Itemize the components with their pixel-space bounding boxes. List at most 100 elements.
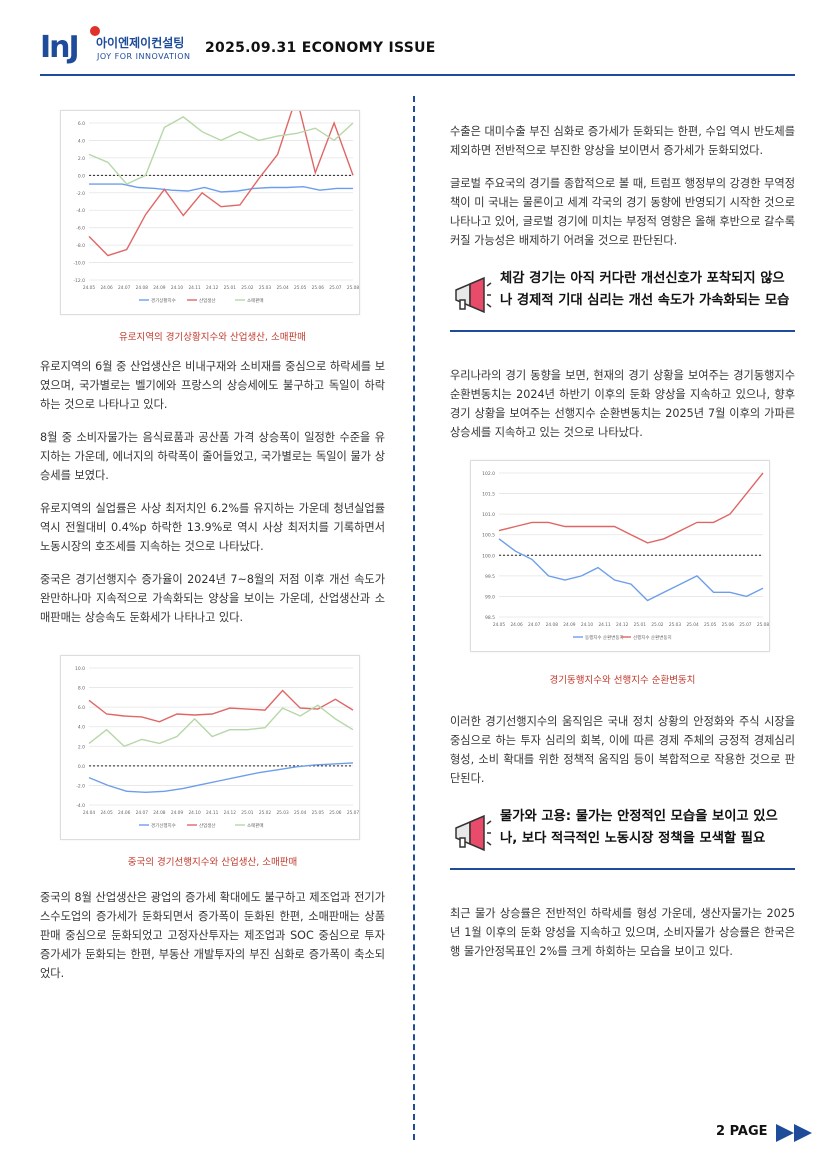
korea-para-1: 우리나라의 경기 동향을 보면, 현재의 경기 상황을 보여주는 경기동행지수 …: [450, 369, 795, 439]
korea-chart-caption: 경기동행지수와 선행지수 순환변동치: [549, 675, 696, 686]
x-tick-label: 24.07: [528, 622, 541, 628]
china-chart-svg: 10.0 8.0 6.0 4.0 2.0 0.0 -2.0 -4.024.04 24.05 24.…: [75, 666, 359, 829]
x-tick-label: 24.10: [188, 810, 201, 816]
y-tick-label: -4.0: [76, 803, 85, 809]
x-tick-label: 25.02: [259, 810, 272, 816]
x-tick-label: 25.05: [294, 285, 307, 291]
y-tick-label: 98.5: [485, 615, 495, 621]
logo-korean: 아이엔제이컨설팅: [96, 36, 185, 50]
legend-label: 경기선행지수: [151, 822, 176, 829]
series-line: [88, 704, 354, 748]
korea-chart-svg: 102.0101.5101.0100.5100.099.599.098.524.…: [482, 471, 769, 641]
y-tick-label: 2.0: [78, 744, 85, 750]
x-tick-label: 25.01: [634, 622, 647, 628]
y-tick-label: 101.5: [482, 492, 495, 498]
section-rule-2: [450, 868, 795, 870]
x-tick-label: 25.07: [329, 285, 342, 291]
global-para: 글로벌 주요국의 경기를 종합적으로 볼 때, 트럼프 행정부의 강경한 무역정…: [450, 177, 795, 247]
y-tick-label: 10.0: [75, 666, 85, 672]
logo-dot: [90, 26, 100, 36]
x-tick-label: 25.04: [294, 810, 307, 816]
y-tick-label: 2.0: [78, 156, 85, 162]
issue-title: 2025.09.31 ECONOMY ISSUE: [205, 40, 436, 56]
y-tick-label: -8.0: [76, 243, 85, 249]
korea-chart: 102.0 101.5 101.0 100.5 100.0 99.5 99.0 98.5 24.…: [470, 460, 770, 652]
legend-label: 동행지수 순환변동치: [585, 634, 624, 641]
x-tick-label: 25.05: [312, 810, 325, 816]
legend-label: 선행지수 순환변동치: [633, 634, 672, 641]
x-tick-label: 24.07: [136, 810, 149, 816]
logo-english: JOY FOR INNOVATION: [97, 52, 191, 61]
section-rule-1: [450, 330, 795, 332]
x-tick-label: 24.05: [83, 285, 96, 291]
logo-mark: InJ: [40, 30, 80, 65]
y-tick-label: -4.0: [76, 208, 85, 214]
x-tick-label: 24.05: [493, 622, 506, 628]
x-tick-label: 24.09: [563, 622, 576, 628]
x-tick-label: 24.07: [118, 285, 131, 291]
x-tick-label: 25.06: [312, 285, 325, 291]
series-line: [88, 762, 354, 794]
euro-para-2: 8월 중 소비자물가는 음식료품과 공산품 가격 상승폭이 일정한 수준을 유지…: [40, 431, 385, 482]
x-tick-label: 24.08: [546, 622, 559, 628]
trade-para: 수출은 대미수출 부진 심화로 증가세가 둔화되는 한편, 수입 역시 반도체를…: [450, 125, 795, 157]
y-tick-label: -6.0: [76, 226, 85, 232]
x-tick-label: 24.12: [616, 622, 629, 628]
y-tick-label: 102.0: [482, 471, 495, 477]
left-column: 6.0 4.0 2.0 0.0 -2.0 -4.0 -6.0 -8.0 -10.0 -12.0 24…: [40, 94, 385, 983]
x-tick-label: 24.08: [153, 810, 166, 816]
x-tick-label: 24.10: [171, 285, 184, 291]
y-tick-label: 100.0: [482, 553, 495, 559]
x-tick-label: 24.12: [224, 810, 237, 816]
x-tick-label: 24.11: [188, 285, 201, 291]
y-tick-label: 8.0: [78, 686, 85, 692]
legend-label: 산업생산: [199, 297, 216, 304]
x-tick-label: 24.06: [100, 285, 113, 291]
china-chart-caption: 중국의 경기선행지수와 산업생산, 소매판매: [127, 857, 298, 868]
euro-chart-svg: 6.04.02.00.0-2.0-4.0-6.0-8.0-10.0-12.024…: [73, 94, 360, 304]
y-tick-label: 6.0: [78, 705, 85, 711]
y-tick-label: -2.0: [76, 191, 85, 197]
x-tick-label: 25.02: [241, 285, 254, 291]
x-tick-label: 24.05: [100, 810, 113, 816]
china-para-2: 중국의 8월 산업생산은 광업의 증가세 확대에도 불구하고 제조업과 전기가스…: [40, 891, 385, 980]
y-tick-label: 0.0: [78, 764, 85, 770]
y-tick-label: 100.5: [482, 533, 495, 539]
page-number: 2 PAGE: [716, 1124, 768, 1139]
china-chart: 10.0 8.0 6.0 4.0 2.0 0.0 -2.0 -4.0 24.04 24.05 24.…: [60, 655, 360, 840]
series-line: [498, 538, 764, 602]
x-tick-label: 24.11: [206, 810, 219, 816]
series-line: [89, 183, 353, 193]
y-tick-label: 6.0: [78, 121, 85, 127]
x-tick-label: 24.06: [118, 810, 131, 816]
x-tick-label: 24.10: [581, 622, 594, 628]
x-tick-label: 25.05: [704, 622, 717, 628]
x-tick-label: 24.11: [598, 622, 611, 628]
y-tick-label: -10.0: [73, 261, 85, 267]
euro-chart: 6.0 4.0 2.0 0.0 -2.0 -4.0 -6.0 -8.0 -10.0 -12.0 24…: [60, 94, 360, 315]
prices-para: 최근 물가 상승률은 전반적인 하락세를 형성 가운데, 생산자물가는 2025…: [450, 907, 795, 958]
y-tick-label: 0.0: [78, 173, 85, 179]
legend-label: 소매판매: [247, 822, 264, 829]
megaphone-icon: [455, 814, 492, 852]
x-tick-label: 25.04: [276, 285, 289, 291]
y-tick-label: 99.5: [485, 574, 495, 580]
x-tick-label: 25.02: [651, 622, 664, 628]
legend-label: 경기상황지수: [151, 297, 176, 304]
series-line: [88, 116, 354, 185]
company-logo: InJ 아이엔제이컨설팅 JOY FOR INNOVATION: [40, 26, 200, 66]
x-tick-label: 24.09: [171, 810, 184, 816]
y-tick-label: -12.0: [73, 278, 85, 284]
header-rule: [40, 74, 795, 76]
y-tick-label: 99.0: [485, 594, 495, 600]
y-tick-label: -2.0: [76, 783, 85, 789]
euro-chart-caption: 유로지역의 경기상황지수와 산업생산, 소매판매: [119, 332, 306, 343]
series-line: [88, 94, 354, 257]
euro-para-1: 유로지역의 6월 중 산업생산은 비내구재와 소비재를 중심으로 하락세를 보였…: [40, 360, 385, 411]
x-tick-label: 25.06: [722, 622, 735, 628]
section-title-2: 물가와 고용: 물가는 안정적인 모습을 보이고 있으나, 보다 적극적인 노동…: [500, 809, 778, 846]
x-tick-label: 25.08: [347, 285, 360, 291]
section-header-1: 체감 경기는 아직 커다란 개선신호가 포착되지 않으나 경제적 기대 심리는 …: [450, 268, 795, 316]
y-tick-label: 101.0: [482, 512, 495, 518]
y-tick-label: 4.0: [78, 725, 85, 731]
